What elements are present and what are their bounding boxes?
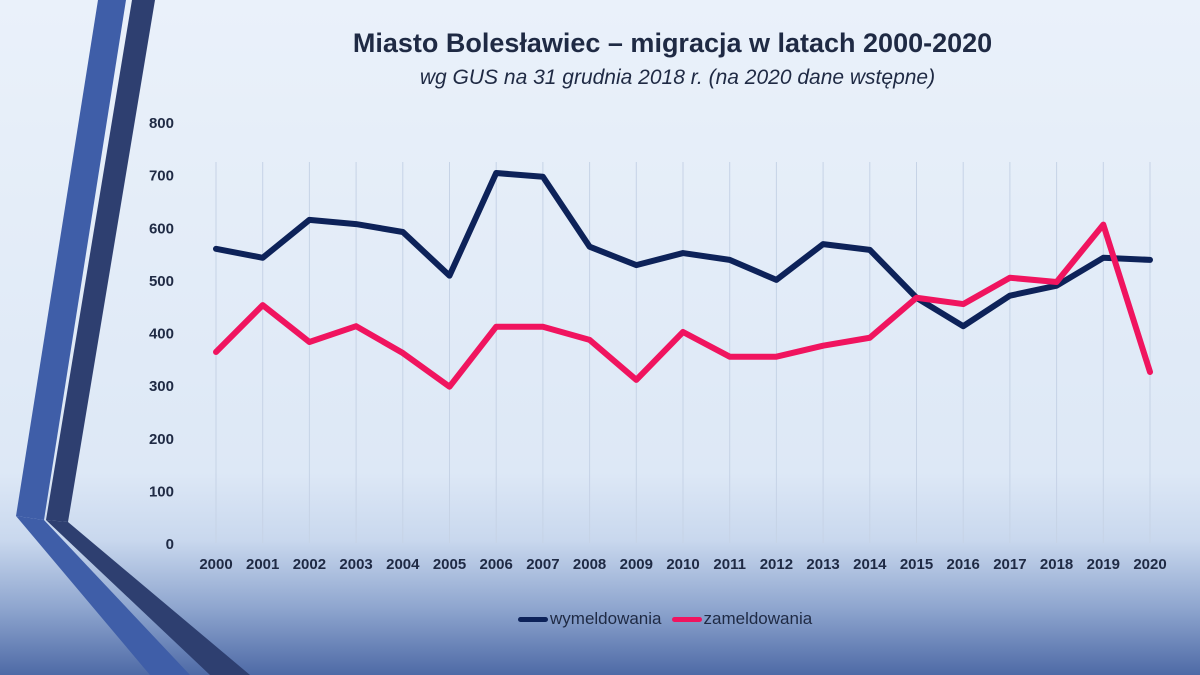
y-tick-label: 400 bbox=[149, 326, 174, 343]
x-tick-label: 2003 bbox=[339, 556, 372, 573]
legend-label-wymeldowania: wymeldowania bbox=[550, 609, 662, 628]
x-tick-label: 2019 bbox=[1087, 556, 1120, 573]
y-tick-label: 500 bbox=[149, 273, 174, 290]
y-tick-label: 0 bbox=[166, 536, 174, 553]
x-tick-label: 2008 bbox=[573, 556, 606, 573]
x-tick-label: 2011 bbox=[713, 556, 746, 573]
y-tick-label: 700 bbox=[149, 168, 174, 185]
legend-label-zameldowania: zameldowania bbox=[703, 609, 813, 628]
x-tick-label: 2015 bbox=[900, 556, 933, 573]
x-tick-label: 2018 bbox=[1040, 556, 1073, 573]
x-tick-label: 2007 bbox=[526, 556, 559, 573]
x-tick-label: 2000 bbox=[199, 556, 232, 573]
legend: wymeldowania zameldowania bbox=[518, 609, 812, 629]
x-tick-label: 2020 bbox=[1133, 556, 1166, 573]
chart-subtitle: wg GUS na 31 grudnia 2018 r. (na 2020 da… bbox=[419, 66, 936, 89]
x-tick-label: 2010 bbox=[666, 556, 699, 573]
x-tick-label: 2009 bbox=[620, 556, 653, 573]
x-tick-label: 2017 bbox=[993, 556, 1026, 573]
y-tick-label: 800 bbox=[149, 115, 174, 132]
legend-swatch-wymeldowania bbox=[518, 616, 548, 622]
x-tick-label: 2012 bbox=[760, 556, 793, 573]
x-tick-label: 2013 bbox=[806, 556, 839, 573]
x-tick-label: 2001 bbox=[246, 556, 279, 573]
x-tick-label: 2002 bbox=[293, 556, 326, 573]
y-tick-label: 200 bbox=[149, 431, 174, 448]
y-tick-label: 300 bbox=[149, 378, 174, 395]
x-tick-label: 2005 bbox=[433, 556, 466, 573]
y-tick-label: 100 bbox=[149, 483, 174, 500]
y-tick-label: 600 bbox=[149, 220, 174, 237]
x-tick-label: 2016 bbox=[947, 556, 980, 573]
legend-swatch-zameldowania bbox=[671, 616, 702, 622]
x-tick-label: 2006 bbox=[480, 556, 513, 573]
x-tick-label: 2004 bbox=[386, 556, 420, 573]
x-tick-label: 2014 bbox=[853, 556, 887, 573]
chart-title: Miasto Bolesławiec – migracja w latach 2… bbox=[352, 28, 993, 58]
